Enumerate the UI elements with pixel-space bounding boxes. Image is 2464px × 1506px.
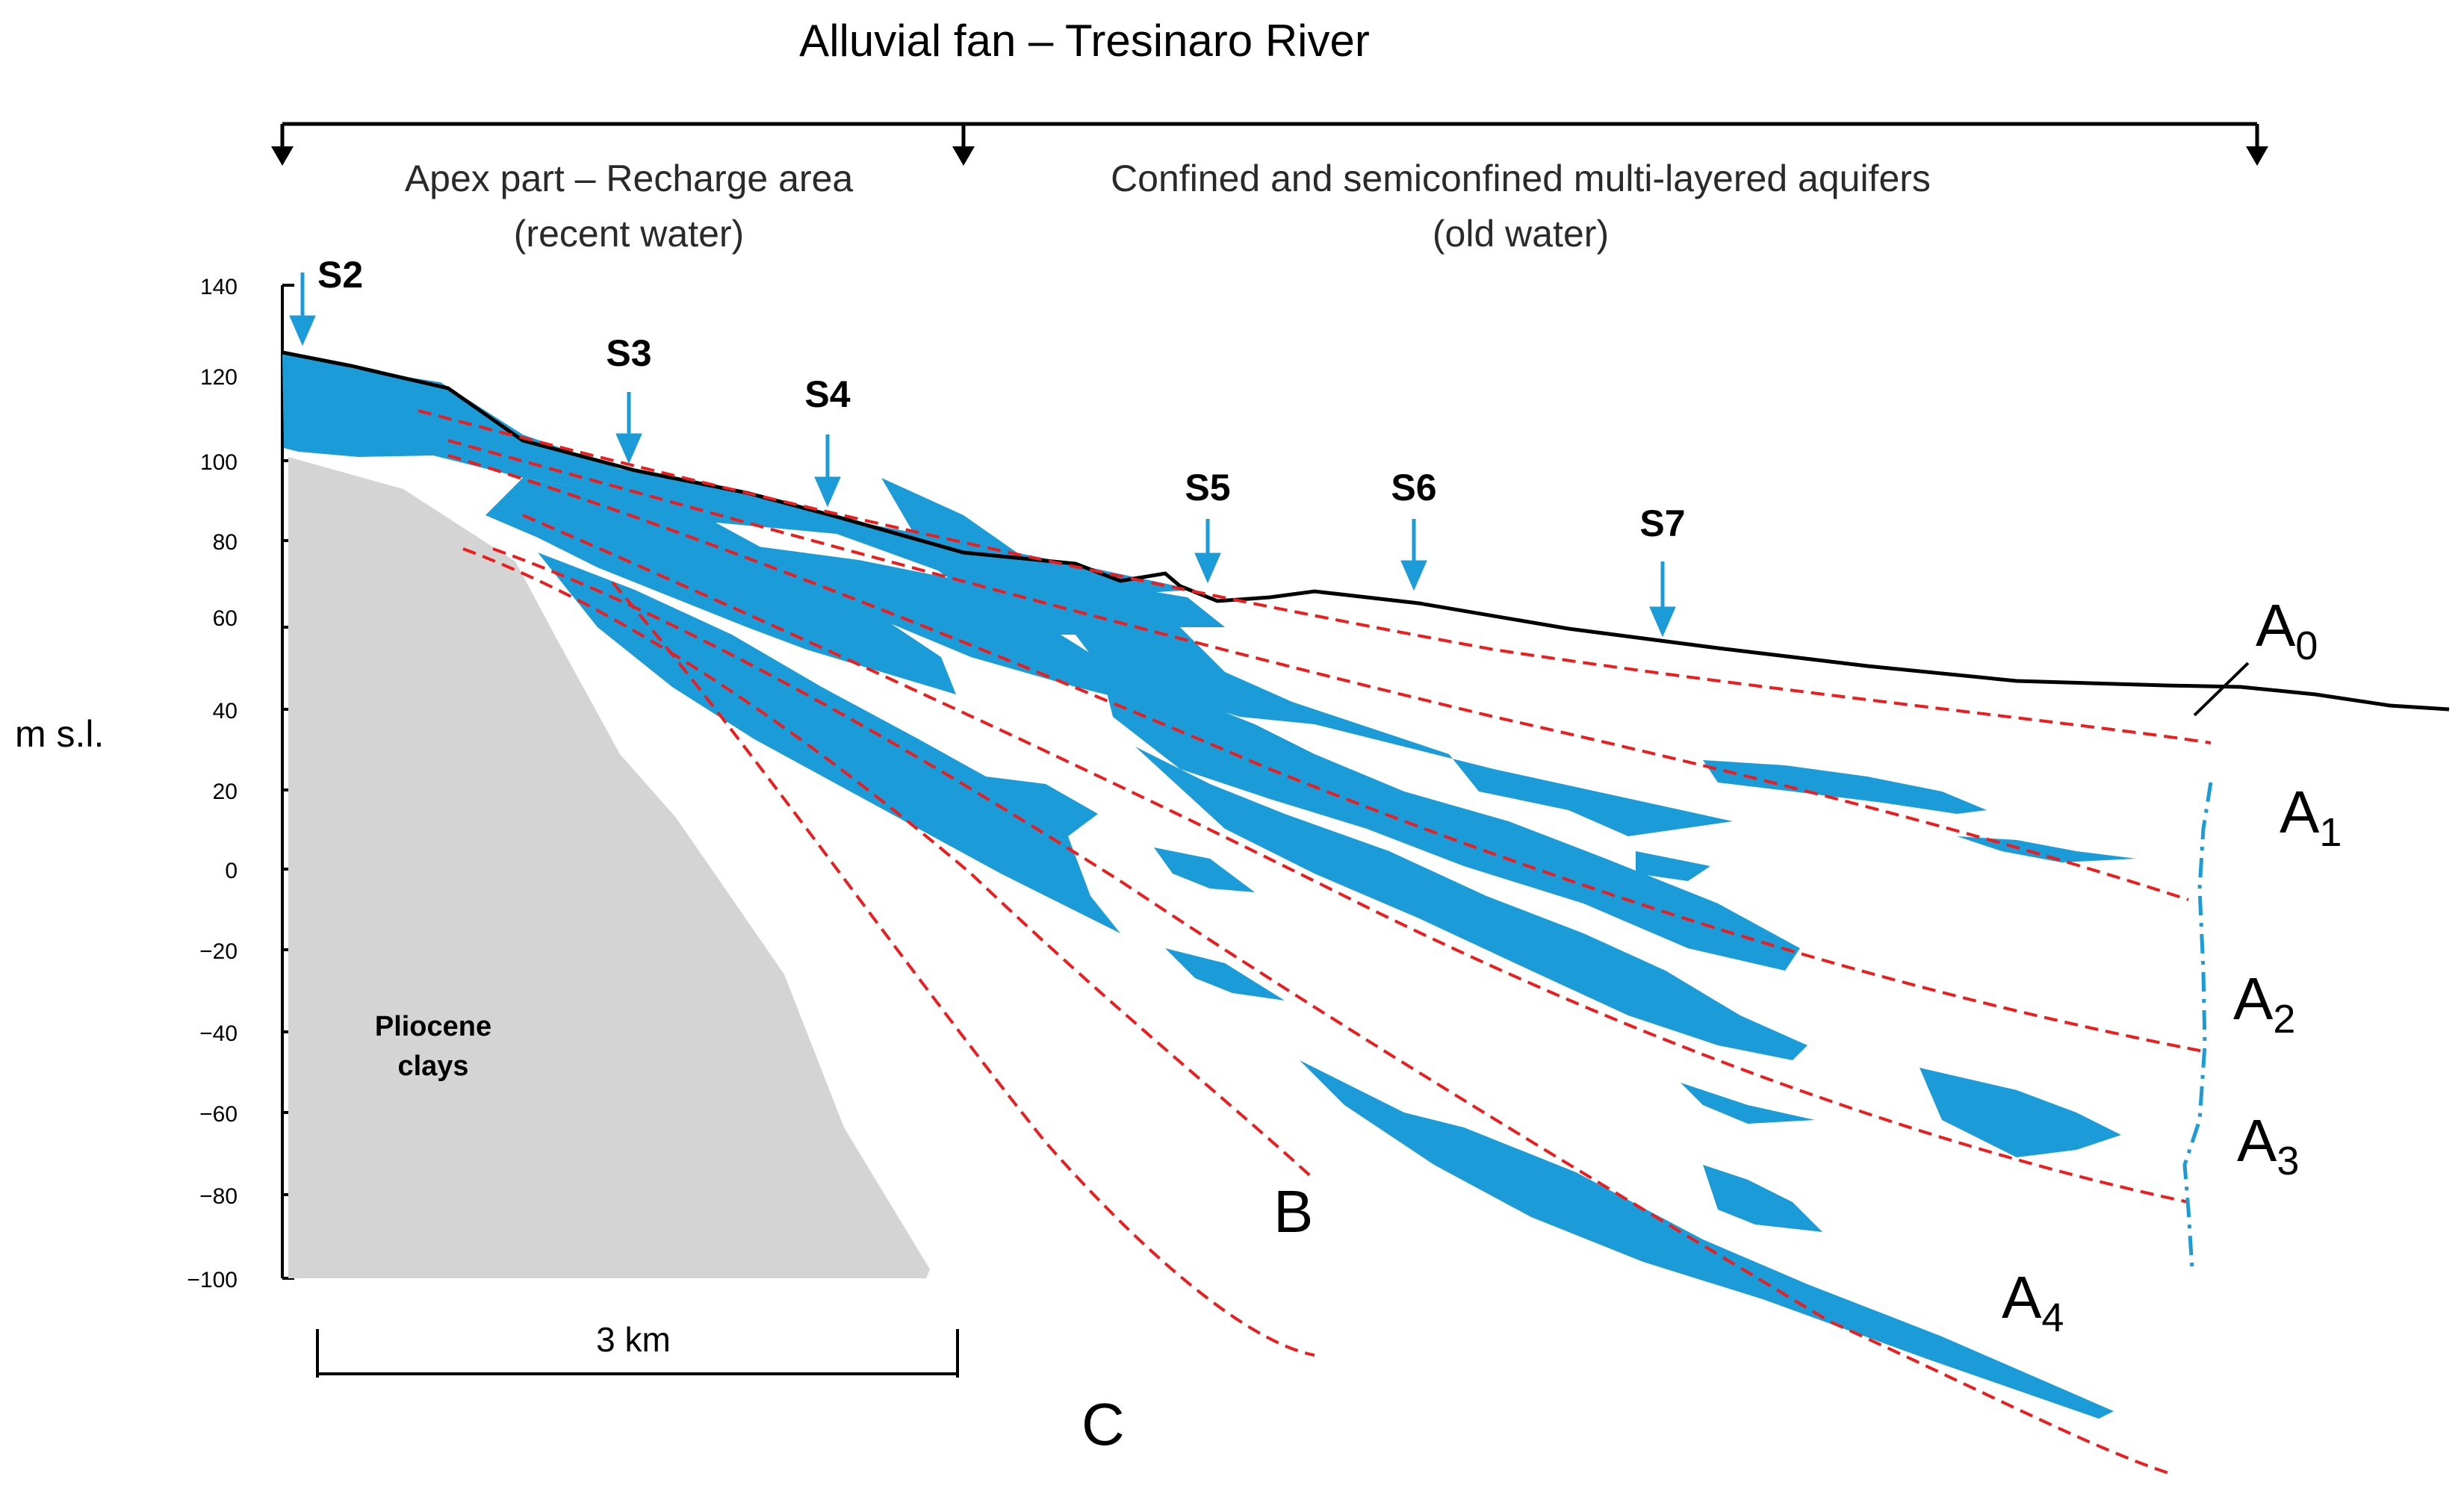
aquifer-lens [1359,791,1471,844]
y-tick-label: 140 [200,275,238,299]
boundary-b [462,547,1316,1181]
aquifer-lens [1703,760,1987,814]
y-tick-label: 0 [225,859,238,883]
y-tick-label: −20 [199,939,238,964]
unit-label-b: B [1273,1178,1313,1245]
boundary-a1-a2 [447,439,2189,901]
y-tick-label: −40 [199,1021,238,1046]
y-tick-label: 120 [200,365,238,390]
boundary-a3-a4 [522,514,2189,1204]
unit-boundaries [418,409,2212,1476]
aquifer-lens [1135,747,1807,1060]
y-tick-label: 20 [213,780,238,804]
well-marker-s3 [615,392,642,464]
well-label-s6: S6 [1391,467,1436,508]
aquifer-lens [1165,948,1285,1001]
unit-label-a4: A4 [2002,1264,2064,1340]
aquifer-lens [538,553,1120,933]
aquifer-lens [1681,1083,1815,1124]
y-tick-label: 40 [213,699,238,724]
pliocene-sublabel: clays [397,1051,468,1082]
aquifer-lens [1636,851,1710,881]
unit-label-c: C [1082,1391,1125,1457]
unit-label-a2: A2 [2233,965,2295,1042]
y-axis: 140 120 100 80 60 40 20 0 −20 −40 −60 −8… [15,275,294,1292]
y-tick-label: 80 [213,530,238,555]
topographic-surface [282,350,2450,712]
y-axis-label: m s.l. [15,713,104,755]
well-label-s2: S2 [317,254,363,296]
well-label-s4: S4 [804,373,850,415]
pliocene-clays-body [288,457,930,1278]
boundary-a0-a1 [418,409,2212,744]
apex-zone-sublabel: (recent water) [514,213,744,255]
apex-zone-label: Apex part – Recharge area [405,158,854,199]
aquifer-lens [1920,1068,2121,1157]
unit-label-a3: A3 [2237,1107,2299,1183]
y-tick-label: −80 [199,1184,238,1209]
aquifer-lens [485,478,956,694]
y-tick-label: 60 [213,606,238,631]
well-marker-s4 [814,435,841,508]
a0-leader-line [2193,662,2250,717]
aquifer-lens [642,523,1225,717]
well-marker-s5 [1194,519,1221,584]
zone-bracket [271,122,2268,166]
confined-zone-label: Confined and semiconfined multi-layered … [1111,158,1931,199]
aquifer-lens [881,478,1225,635]
aquifer-lens [1957,836,2136,862]
well-marker-s6 [1400,519,1427,591]
well-markers [289,273,1676,638]
y-tick-label: −60 [199,1102,238,1127]
aquifer-lens [1154,847,1255,892]
well-label-s7: S7 [1639,502,1685,544]
diagram-title: Alluvial fan – Tresinaro River [799,16,1370,66]
scale-bar-label: 3 km [596,1320,671,1359]
aquifer-edge-line [2182,782,2213,1270]
aquifer-lens [1703,1165,1822,1232]
confined-zone-sublabel: (old water) [1433,213,1609,255]
y-tick-label: 100 [200,450,238,475]
pliocene-label: Pliocene [375,1011,491,1042]
unit-label-a0: A0 [2256,592,2318,668]
y-tick-label: −100 [187,1268,238,1292]
aquifer-lens [1031,575,1733,836]
well-label-s3: S3 [606,332,651,374]
unit-label-a1: A1 [2280,779,2342,855]
well-marker-s2 [289,273,316,346]
boundary-a2-a3 [447,454,2204,1053]
well-marker-s7 [1649,561,1676,638]
scale-bar [316,1329,959,1378]
aquifer-lens [1300,1060,2114,1419]
well-label-s5: S5 [1185,467,1230,508]
